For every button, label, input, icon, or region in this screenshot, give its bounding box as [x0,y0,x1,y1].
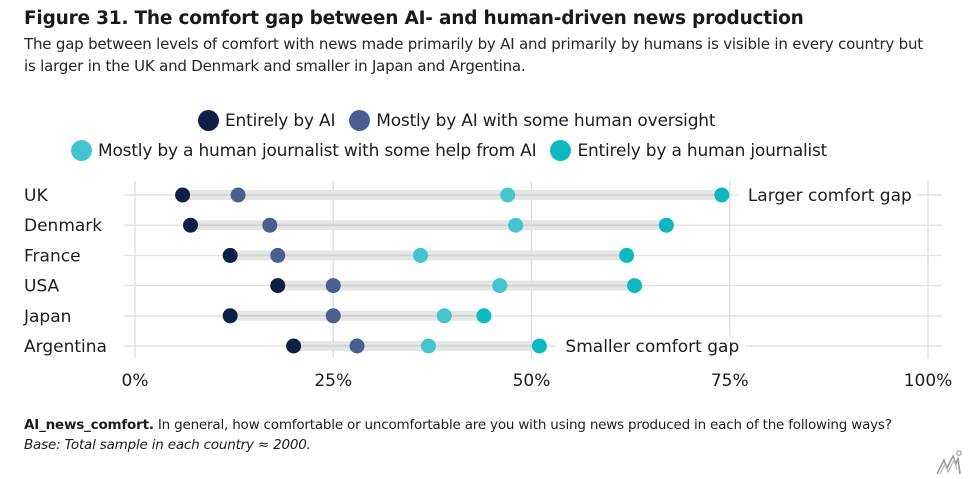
legend-dot-icon [550,140,572,161]
y-category-label: Denmark [24,216,102,236]
data-point-entirely-ai [270,278,286,294]
data-point-mostly-human [420,338,436,354]
chart-title: Figure 31. The comfort gap between AI- a… [24,8,804,29]
legend-dot-icon [71,140,92,161]
data-point-entirely-ai [222,247,238,263]
data-point-mostly-ai [262,217,278,233]
footnote-label: AI_news_comfort. [24,417,154,433]
legend-label: Mostly by a human journalist with some h… [98,140,537,161]
footnote-base: Base: Total sample in each country ≈ 200… [24,437,311,453]
legend-label: Mostly by AI with some human oversight [376,110,716,131]
x-tick-label: 75% [711,371,749,391]
data-point-mostly-human [508,217,524,233]
data-point-entirely-human [627,278,643,294]
data-point-entirely-human [658,217,674,233]
y-category-label: France [24,246,81,266]
y-category-label: USA [24,277,60,297]
x-tick-label: 0% [122,371,149,391]
x-tick-label: 100% [904,371,953,391]
footnote-question: In general, how comfortable or uncomfort… [153,417,892,433]
data-point-mostly-ai [325,308,341,324]
data-point-entirely-human [476,308,492,324]
data-point-entirely-ai [286,338,302,354]
legend-label: Entirely by a human journalist [577,140,828,161]
annotation-background [555,335,746,355]
y-category-label: UK [24,186,48,206]
legend-label: Entirely by AI [225,110,336,131]
data-point-entirely-human [531,338,547,354]
legend-dot-icon [349,110,371,131]
data-point-mostly-human [436,308,452,324]
data-point-mostly-human [492,278,508,294]
legend-item-entirely-ai: Entirely by AI [198,110,335,131]
annotation-label: Larger comfort gap [748,186,912,206]
watermark-logo-icon [935,448,965,476]
data-point-mostly-human [412,247,428,263]
chart-subtitle: The gap between levels of comfort with n… [24,35,923,75]
legend-item-mostly-ai: Mostly by AI with some human oversight [349,110,716,131]
data-point-mostly-ai [230,187,246,203]
legend-dot-icon [198,110,219,131]
data-point-mostly-human [500,187,516,203]
footnote: AI_news_comfort. In general, how comfort… [24,415,924,455]
annotation-label: Smaller comfort gap [565,337,739,357]
y-category-label: Japan [23,307,71,327]
y-category-label: Argentina [24,337,107,357]
data-point-entirely-ai [175,187,191,203]
legend-row-2: Mostly by a human journalist with some h… [71,140,841,161]
data-point-entirely-human [714,187,730,203]
data-point-entirely-ai [183,217,199,233]
data-point-entirely-ai [222,308,238,324]
data-point-mostly-ai [349,338,365,354]
data-point-mostly-ai [325,278,341,294]
legend-item-entirely-human: Entirely by a human journalist [550,140,827,161]
legend-item-mostly-human: Mostly by a human journalist with some h… [71,140,537,161]
data-point-mostly-ai [270,247,286,263]
x-tick-label: 50% [513,371,551,391]
annotation-background [737,184,918,204]
data-point-entirely-human [619,247,635,263]
x-tick-label: 25% [314,371,352,391]
legend-row-1: Entirely by AI Mostly by AI with some hu… [198,110,729,131]
